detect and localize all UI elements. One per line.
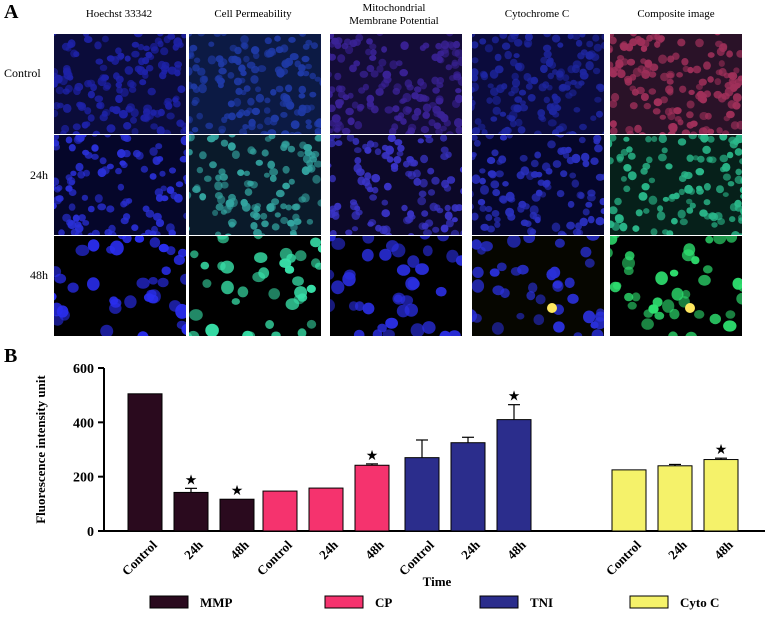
significance-star: ★: [231, 483, 244, 499]
micrograph-image: [610, 236, 742, 336]
x-axis-label: Time: [423, 574, 452, 589]
micrograph-image: [472, 236, 604, 336]
bar: [219, 498, 255, 532]
significance-star: ★: [366, 448, 379, 464]
micrograph-image: [472, 34, 604, 134]
row-header: 24h: [30, 168, 48, 182]
bar: [173, 491, 209, 532]
bar: [703, 459, 739, 532]
column-header: Cell Permeability: [178, 8, 328, 21]
significance-star: ★: [508, 389, 521, 405]
bar: [657, 465, 693, 532]
legend-swatch: [629, 595, 669, 609]
column-header-line: Composite image: [637, 8, 715, 20]
micrograph-image: [189, 236, 321, 336]
bar: [354, 464, 390, 532]
x-tick-label: 48h: [227, 537, 252, 562]
legend-swatch: [324, 595, 364, 609]
micrograph-image: [189, 34, 321, 134]
row-header: Control: [4, 66, 41, 80]
legend-label: Cyto C: [680, 595, 719, 610]
row-header: 48h: [30, 268, 48, 282]
legend-swatch: [149, 595, 189, 609]
bar: [450, 442, 486, 532]
column-header-line: Membrane Potential: [349, 15, 439, 27]
micrograph-image: [330, 34, 462, 134]
panel-a-letter: A: [4, 1, 19, 23]
micrograph-image: [330, 135, 462, 235]
column-header: Cytochrome C: [462, 8, 612, 21]
bar: [262, 490, 298, 532]
column-header-line: Cell Permeability: [214, 8, 292, 20]
bar: [496, 419, 532, 532]
legend-swatch: [479, 595, 519, 609]
legend-label: TNI: [530, 595, 553, 610]
x-tick-label: 48h: [504, 537, 529, 562]
micrograph-image: [54, 135, 186, 235]
micrograph-image: [610, 34, 742, 134]
bar: [611, 469, 647, 532]
column-header: Composite image: [601, 8, 751, 21]
bar-chart: 0 200 400 600 Fluorescence intensity unit Con…: [33, 362, 765, 610]
y-tick-label: 400: [73, 416, 94, 431]
micrograph-image: [472, 135, 604, 235]
significance-star: ★: [715, 442, 728, 458]
micrograph-image: [189, 135, 321, 235]
significance-star: ★: [185, 472, 198, 488]
micrograph-image: [610, 135, 742, 235]
micrograph-image: [330, 236, 462, 336]
x-tick-label: 24h: [458, 537, 483, 562]
x-tick-label: 24h: [665, 537, 690, 562]
x-tick-label: 24h: [181, 537, 206, 562]
legend-label: CP: [375, 595, 392, 610]
x-tick-label: 24h: [316, 537, 341, 562]
x-tick-label: Control: [396, 537, 437, 578]
x-tick-label: Control: [603, 537, 644, 578]
column-header-line: Cytochrome C: [504, 8, 570, 20]
micrograph-image: [54, 34, 186, 134]
micrograph-image: [54, 236, 186, 336]
x-tick-label: Control: [119, 537, 160, 578]
x-tick-label: 48h: [362, 537, 387, 562]
y-axis-label: Fluorescence intensity unit: [33, 375, 48, 524]
legend-label: MMP: [200, 595, 233, 610]
panel-b-letter: B: [4, 345, 18, 367]
y-tick-label: 0: [87, 525, 94, 540]
y-tick-label: 600: [73, 362, 94, 377]
column-header: Mitochondrial Membrane Potential: [319, 2, 469, 28]
y-tick-label: 200: [73, 471, 94, 486]
column-header: Hoechst 33342: [44, 8, 194, 21]
x-tick-label: Control: [254, 537, 295, 578]
x-tick-label: 48h: [711, 537, 736, 562]
bar: [404, 457, 440, 532]
column-header-line: Hoechst 33342: [85, 8, 153, 20]
bar: [308, 487, 344, 532]
bar: [127, 393, 163, 532]
column-header-line: Mitochondrial: [362, 2, 426, 14]
